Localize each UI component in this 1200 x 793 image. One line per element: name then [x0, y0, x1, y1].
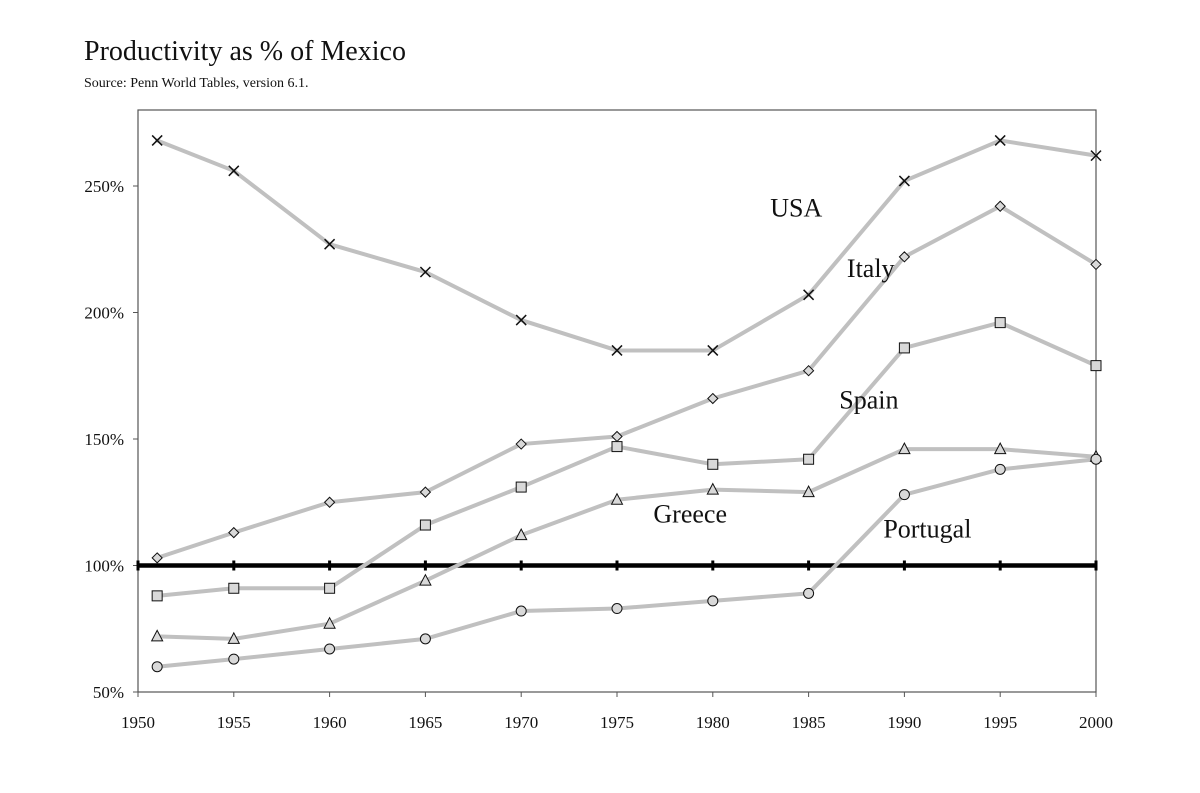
data-point-usa [151, 134, 163, 146]
x-tick-label: 1955 [217, 713, 251, 732]
data-point-greece [323, 616, 336, 629]
series-label-italy: Italy [847, 254, 895, 283]
series-label-usa: USA [770, 193, 822, 222]
series-markers [150, 134, 1103, 673]
x-tick-label: 1995 [983, 713, 1017, 732]
data-point-portugal [419, 633, 431, 645]
data-point-portugal [803, 587, 815, 599]
data-point-usa [707, 344, 719, 356]
data-point-spain [994, 317, 1006, 329]
series-line-greece [155, 447, 1098, 641]
data-point-spain [419, 519, 431, 531]
data-point-italy [515, 438, 527, 450]
x-marker-stroke [515, 314, 527, 326]
data-point-spain [1090, 360, 1102, 372]
chart-source-note: Source: Penn World Tables, version 6.1. [84, 76, 309, 91]
data-point-portugal [515, 605, 527, 617]
x-marker-stroke [419, 266, 431, 278]
x-tick-label: 1960 [313, 713, 347, 732]
data-point-greece [898, 442, 911, 455]
data-point-greece [802, 485, 815, 498]
series-line-spain [155, 320, 1098, 598]
data-point-italy [419, 486, 432, 498]
series-line-portugal [155, 457, 1098, 669]
data-point-usa [898, 175, 910, 187]
data-point-italy [898, 251, 911, 263]
data-point-greece [993, 442, 1007, 455]
x-tick-label: 1985 [792, 713, 826, 732]
data-point-usa [803, 289, 815, 301]
data-point-greece [610, 492, 624, 505]
x-marker-stroke [707, 344, 719, 356]
data-point-greece [150, 629, 164, 642]
x-marker-stroke [898, 175, 910, 187]
x-tick-label: 1990 [887, 713, 921, 732]
y-tick-label: 200% [84, 304, 124, 323]
x-tick-label: 1950 [121, 713, 155, 732]
x-marker-stroke [994, 134, 1006, 146]
data-point-italy [802, 364, 815, 377]
reference-line-100 [136, 560, 1098, 571]
data-point-greece [514, 528, 528, 541]
data-point-portugal [994, 463, 1006, 475]
data-point-usa [994, 134, 1006, 146]
data-point-italy [151, 552, 163, 564]
series-line-italy [155, 204, 1098, 560]
data-point-portugal [228, 653, 240, 665]
x-marker-stroke [324, 238, 336, 250]
y-axis: 50% 100% 150% 200% 250% [84, 177, 138, 702]
x-marker-stroke [228, 165, 240, 177]
data-point-spain [611, 441, 623, 453]
data-point-italy [323, 496, 336, 508]
y-tick-label: 100% [84, 557, 124, 576]
data-point-spain [707, 458, 719, 470]
data-point-portugal [151, 661, 163, 673]
x-marker-stroke [803, 289, 815, 301]
series-labels: USA Italy Spain Greece Portugal [653, 193, 971, 543]
series-label-greece: Greece [653, 499, 727, 528]
data-point-portugal [324, 643, 336, 655]
data-point-spain [803, 453, 815, 465]
data-point-usa [419, 266, 431, 278]
data-point-greece [227, 631, 241, 644]
series-label-spain: Spain [839, 386, 898, 415]
data-point-greece [419, 573, 432, 586]
y-tick-label: 250% [84, 177, 124, 196]
x-tick-label: 1980 [696, 713, 730, 732]
data-point-spain [228, 582, 240, 594]
x-tick-label: 1970 [504, 713, 538, 732]
data-point-portugal [611, 603, 623, 615]
series-label-portugal: Portugal [883, 515, 971, 544]
data-point-usa [324, 238, 336, 250]
x-marker-stroke [1090, 150, 1102, 162]
x-tick-label: 1975 [600, 713, 634, 732]
data-point-italy [994, 200, 1006, 212]
x-marker-stroke [151, 134, 163, 146]
data-point-usa [611, 344, 623, 356]
x-tick-label: 1965 [408, 713, 442, 732]
y-tick-label: 150% [84, 430, 124, 449]
series-line-usa [155, 138, 1098, 353]
data-point-portugal [1090, 453, 1102, 465]
data-point-spain [324, 582, 336, 594]
data-point-portugal [898, 489, 910, 501]
x-marker-stroke [611, 344, 623, 356]
y-tick-label: 50% [93, 683, 124, 702]
x-axis: 1950 1955 1960 1965 1970 1975 1980 1985 1990 1995… [121, 692, 1113, 732]
data-point-italy [1090, 258, 1102, 271]
data-point-italy [707, 392, 719, 405]
data-point-spain [515, 481, 527, 493]
data-point-spain [151, 590, 163, 602]
data-point-portugal [707, 595, 719, 607]
data-point-greece [706, 482, 720, 495]
data-point-usa [228, 165, 240, 177]
x-tick-label: 2000 [1079, 713, 1113, 732]
chart-title: Productivity as % of Mexico [84, 36, 406, 67]
data-point-spain [898, 342, 910, 354]
data-point-usa [1090, 150, 1102, 162]
data-point-usa [515, 314, 527, 326]
data-point-italy [228, 526, 240, 539]
series-lines [155, 138, 1098, 669]
